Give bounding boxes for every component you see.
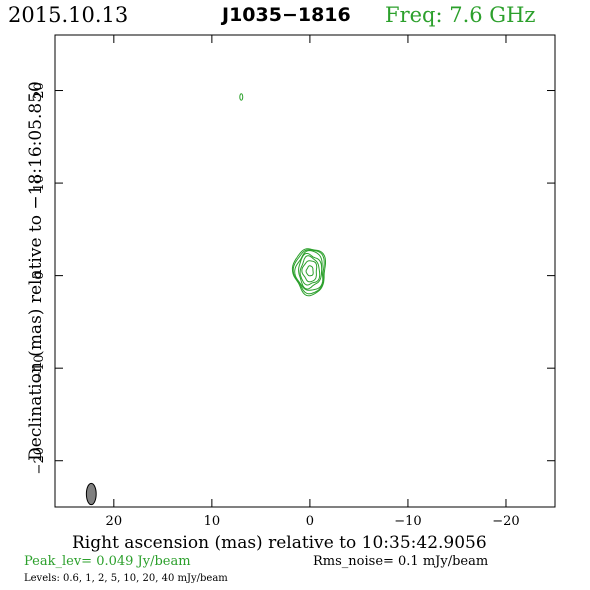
axis-ticks: 20 10 0 −10 −20 20 10 0 −10 −20	[32, 35, 555, 529]
source-name: J1035−1816	[222, 4, 351, 26]
x-tick-label: −10	[394, 514, 421, 529]
y-tick-label: 0	[32, 271, 47, 279]
contour-line	[298, 253, 323, 290]
x-tick-label: 20	[106, 514, 123, 529]
contour-line	[292, 249, 325, 295]
contour-group	[239, 93, 326, 297]
contour-line	[301, 260, 318, 283]
plot-frame	[54, 34, 556, 508]
x-tick-label: −20	[492, 514, 519, 529]
beam-group	[85, 482, 97, 506]
y-tick-label: 20	[32, 82, 47, 99]
peak-level: Peak_lev= 0.049 Jy/beam	[24, 554, 191, 569]
contour-line	[291, 248, 326, 297]
x-tick-label: 0	[306, 514, 314, 529]
beam-ellipse	[85, 482, 97, 506]
observation-date: 2015.10.13	[8, 3, 129, 27]
x-tick-label: 10	[204, 514, 221, 529]
y-tick-label: 10	[32, 175, 47, 192]
y-tick-label: −10	[32, 354, 47, 381]
frequency-label: Freq: 7.6 GHz	[385, 3, 536, 27]
contour-line	[305, 265, 314, 277]
contour-levels: Levels: 0.6, 1, 2, 5, 10, 20, 40 mJy/bea…	[24, 573, 228, 584]
y-tick-label: −20	[32, 447, 47, 474]
knot-contour	[239, 93, 244, 101]
rms-noise: Rms_noise= 0.1 mJy/beam	[313, 554, 489, 569]
x-axis-label: Right ascension (mas) relative to 10:35:…	[72, 533, 487, 553]
y-axis-label: Declination (mas) relative to −18:16:05.…	[26, 81, 46, 461]
contour-line	[299, 255, 321, 286]
